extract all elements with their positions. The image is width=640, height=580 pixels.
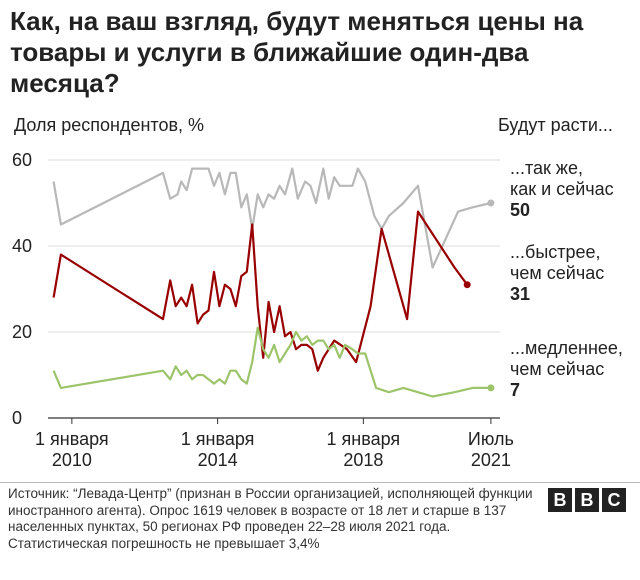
series-end-marker-0 — [487, 199, 495, 207]
logo-letter-c: C — [602, 488, 626, 512]
series-end-value-0: 50 — [510, 200, 530, 220]
logo-letter-b1: B — [548, 488, 572, 512]
y-tick-label-40: 40 — [12, 236, 32, 256]
series-label-2-line-0: ...медленнее, — [510, 338, 623, 358]
x-tick-label-0-0: 1 января — [35, 429, 109, 449]
footer-divider — [0, 482, 640, 483]
series-end-value-2: 7 — [510, 380, 520, 400]
series-label-1-line-1: чем сейчас — [510, 263, 604, 283]
chart-title: Как, на ваш взгляд, будут меняться цены … — [10, 6, 584, 98]
series-end-marker-1 — [463, 281, 471, 289]
x-tick-label-2-0: 1 января — [327, 429, 401, 449]
y-tick-label-20: 20 — [12, 322, 32, 342]
x-tick-label-3-1: 2021 — [471, 450, 511, 470]
y-axis-ticks: 0 20 40 60 — [12, 150, 32, 428]
series-label-0-line-1: как и сейчас — [510, 179, 614, 199]
series-end-marker-2 — [487, 384, 495, 392]
x-tick-label-3-0: Июль — [468, 429, 514, 449]
x-tick-label-2-1: 2018 — [343, 450, 383, 470]
series-lines — [52, 167, 495, 398]
series-line-0 — [52, 167, 492, 269]
x-tick-label-1-1: 2014 — [198, 450, 238, 470]
series-label-1-line-0: ...быстрее, — [510, 242, 601, 262]
x-tick-label-0-1: 2010 — [52, 450, 92, 470]
series-end-value-1: 31 — [510, 284, 530, 304]
source-note: Источник: “Левада-Центр” (признан в Росс… — [8, 486, 533, 551]
x-tick-label-1-0: 1 января — [181, 429, 255, 449]
series-label-0-line-0: ...так же, — [510, 158, 583, 178]
legend-header: Будут расти... — [498, 115, 613, 135]
series-line-2 — [52, 326, 491, 398]
logo-letter-b2: B — [575, 488, 599, 512]
series-label-2-line-1: чем сейчас — [510, 359, 604, 379]
bbc-logo: B B C — [548, 488, 626, 512]
y-tick-label-60: 60 — [12, 150, 32, 170]
series-line-1 — [52, 210, 469, 372]
y-axis-label: Доля респондентов, % — [14, 115, 205, 135]
y-tick-label-0: 0 — [12, 408, 22, 428]
